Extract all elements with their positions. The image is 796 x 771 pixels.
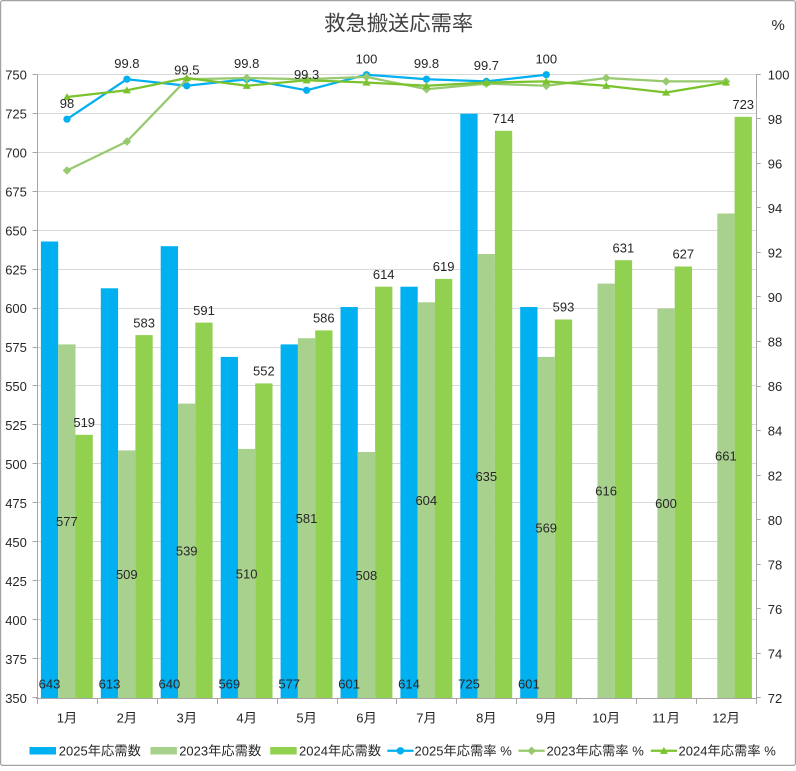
svg-text:98: 98 (60, 96, 74, 111)
svg-text:631: 631 (613, 240, 635, 255)
svg-text:539: 539 (176, 544, 198, 559)
svg-text:591: 591 (193, 303, 215, 318)
svg-text:614: 614 (373, 267, 395, 282)
svg-text:88: 88 (768, 335, 782, 350)
svg-text:425: 425 (5, 574, 27, 589)
svg-text:569: 569 (218, 677, 240, 692)
svg-text:100: 100 (768, 67, 790, 82)
svg-text:84: 84 (768, 424, 782, 439)
svg-text:%: % (632, 743, 644, 758)
svg-text:%: % (772, 17, 785, 34)
svg-text:2024: 2024 (679, 743, 708, 758)
svg-text:82: 82 (768, 468, 782, 483)
svg-text:550: 550 (5, 379, 27, 394)
svg-text:12: 12 (712, 711, 726, 726)
svg-text:99.8: 99.8 (114, 56, 139, 71)
svg-text:%: % (500, 743, 512, 758)
svg-text:90: 90 (768, 290, 782, 305)
svg-text:94: 94 (768, 201, 782, 216)
svg-text:3: 3 (177, 711, 184, 726)
svg-text:577: 577 (56, 514, 78, 529)
svg-text:6: 6 (356, 711, 363, 726)
svg-text:577: 577 (278, 677, 300, 692)
svg-text:725: 725 (5, 106, 27, 121)
svg-text:650: 650 (5, 223, 27, 238)
svg-text:525: 525 (5, 418, 27, 433)
svg-text:100: 100 (535, 51, 557, 66)
svg-text:4: 4 (236, 711, 243, 726)
svg-text:640: 640 (159, 677, 181, 692)
svg-text:614: 614 (398, 677, 420, 692)
svg-text:714: 714 (493, 111, 515, 126)
svg-text:581: 581 (296, 511, 318, 526)
svg-text:552: 552 (253, 364, 275, 379)
svg-text:593: 593 (553, 300, 575, 315)
svg-text:375: 375 (5, 652, 27, 667)
svg-text:725: 725 (458, 677, 480, 692)
svg-text:616: 616 (595, 484, 617, 499)
svg-text:661: 661 (715, 449, 737, 464)
svg-text:519: 519 (73, 415, 95, 430)
svg-text:2024: 2024 (299, 743, 328, 758)
svg-text:475: 475 (5, 496, 27, 511)
svg-text:78: 78 (768, 557, 782, 572)
svg-text:400: 400 (5, 613, 27, 628)
svg-text:600: 600 (655, 496, 677, 511)
svg-text:2025: 2025 (59, 743, 88, 758)
svg-text:619: 619 (433, 259, 455, 274)
svg-text:750: 750 (5, 67, 27, 82)
svg-text:92: 92 (768, 246, 782, 261)
svg-text:99.8: 99.8 (414, 56, 439, 71)
svg-text:700: 700 (5, 145, 27, 160)
svg-text:604: 604 (415, 493, 437, 508)
svg-text:508: 508 (356, 568, 378, 583)
svg-text:5: 5 (296, 711, 303, 726)
svg-text:625: 625 (5, 262, 27, 277)
svg-text:613: 613 (99, 677, 121, 692)
svg-text:627: 627 (672, 247, 694, 262)
svg-text:601: 601 (518, 677, 540, 692)
svg-text:643: 643 (39, 677, 61, 692)
svg-text:601: 601 (338, 677, 360, 692)
svg-text:675: 675 (5, 184, 27, 199)
svg-text:74: 74 (768, 647, 782, 662)
svg-text:99.8: 99.8 (234, 56, 259, 71)
svg-text:500: 500 (5, 457, 27, 472)
svg-text:510: 510 (236, 566, 258, 581)
svg-text:99.7: 99.7 (474, 58, 499, 73)
svg-text:80: 80 (768, 513, 782, 528)
svg-text:86: 86 (768, 379, 782, 394)
svg-text:1: 1 (57, 711, 64, 726)
svg-text:8: 8 (476, 711, 483, 726)
svg-text:583: 583 (133, 315, 155, 330)
svg-text:586: 586 (313, 311, 335, 326)
svg-text:450: 450 (5, 535, 27, 550)
svg-text:569: 569 (535, 520, 557, 535)
svg-text:10: 10 (592, 711, 606, 726)
svg-text:600: 600 (5, 301, 27, 316)
svg-text:99.3: 99.3 (294, 67, 319, 82)
svg-text:2: 2 (117, 711, 124, 726)
svg-text:509: 509 (116, 567, 138, 582)
svg-text:635: 635 (475, 469, 497, 484)
svg-text:11: 11 (652, 711, 666, 726)
svg-text:2025: 2025 (415, 743, 444, 758)
svg-text:723: 723 (732, 97, 754, 112)
svg-text:72: 72 (768, 691, 782, 706)
svg-text:99.5: 99.5 (174, 63, 199, 78)
svg-text:2023: 2023 (179, 743, 208, 758)
svg-text:2023: 2023 (547, 743, 576, 758)
svg-text:%: % (764, 743, 776, 758)
svg-text:98: 98 (768, 112, 782, 127)
svg-text:100: 100 (356, 51, 378, 66)
svg-text:9: 9 (536, 711, 543, 726)
svg-text:76: 76 (768, 602, 782, 617)
svg-text:350: 350 (5, 691, 27, 706)
svg-text:575: 575 (5, 340, 27, 355)
svg-text:7: 7 (416, 711, 423, 726)
svg-text:96: 96 (768, 157, 782, 172)
